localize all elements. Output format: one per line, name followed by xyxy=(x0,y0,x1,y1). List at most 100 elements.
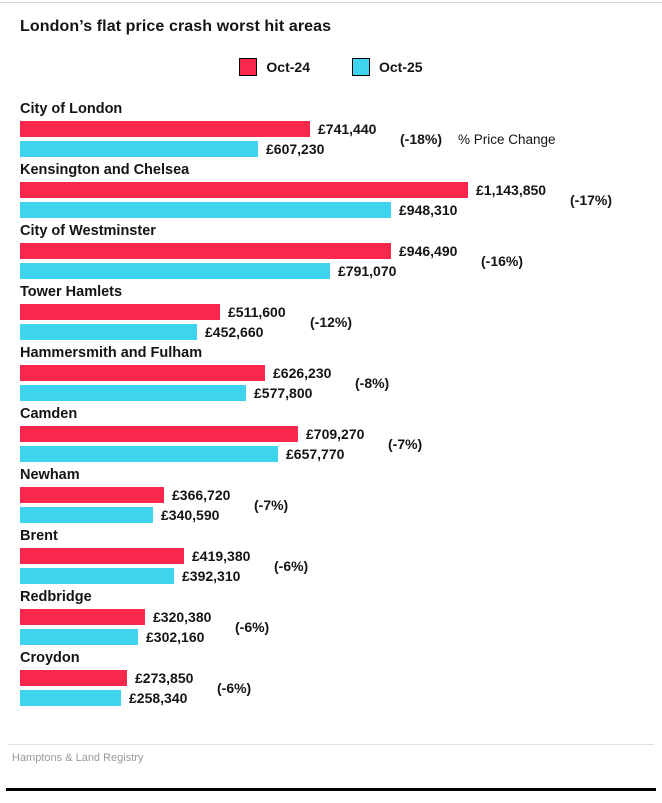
bar-oct-24 xyxy=(20,243,391,259)
bar-row: £258,340 xyxy=(20,690,642,706)
bar-oct-24 xyxy=(20,365,265,381)
bar-row: £1,143,850 xyxy=(20,182,642,198)
bar-oct-24 xyxy=(20,121,310,137)
bar-row: £366,720 xyxy=(20,487,642,503)
bar-value-label: £948,310 xyxy=(399,202,458,218)
bottom-rule xyxy=(6,788,656,791)
bar-row: £340,590 xyxy=(20,507,642,523)
bar-oct-24 xyxy=(20,609,145,625)
bar-row: £392,310 xyxy=(20,568,642,584)
pct-change-label: (-12%) xyxy=(310,314,353,330)
bar-oct-25 xyxy=(20,385,246,401)
bar-group: Tower Hamlets £511,600 £452,660 (-12%) xyxy=(20,283,642,340)
bar-value-label: £302,160 xyxy=(146,629,205,645)
category-label: Hammersmith and Fulham xyxy=(20,345,203,361)
bar-group: Brent £419,380 £392,310 (-6%) xyxy=(20,527,642,584)
bar-value-label: £340,590 xyxy=(161,507,220,523)
pct-change-label: (-6%) xyxy=(235,619,270,635)
bar-row: £320,380 xyxy=(20,609,642,625)
bar-oct-25 xyxy=(20,324,197,340)
bar-row: £419,380 xyxy=(20,548,642,564)
bar-value-label: £392,310 xyxy=(182,568,241,584)
bar-value-label: £419,380 xyxy=(192,548,251,564)
bar-value-label: £626,230 xyxy=(273,365,332,381)
bar-value-label: £607,230 xyxy=(266,141,325,157)
chart: City of London £741,440 £607,230 (-18%) % Pr… xyxy=(20,100,642,706)
category-label: City of London xyxy=(20,101,123,117)
category-label: Camden xyxy=(20,406,78,422)
bar-value-label: £452,660 xyxy=(205,324,264,340)
bar-value-label: £657,770 xyxy=(286,446,345,462)
bar-group: Hammersmith and Fulham £626,230 £577,800 (-… xyxy=(20,344,642,401)
legend-item-oct-24: Oct-24 xyxy=(239,58,310,76)
bar-value-label: £946,490 xyxy=(399,243,458,259)
bar-value-label: £577,800 xyxy=(254,385,313,401)
chart-title: London’s flat price crash worst hit area… xyxy=(20,18,332,35)
bar-oct-24 xyxy=(20,548,184,564)
category-label: Croydon xyxy=(20,650,80,666)
bar-oct-24 xyxy=(20,670,127,686)
legend-swatch-oct-25 xyxy=(352,58,370,76)
category-label: Brent xyxy=(20,528,58,544)
bar-row: £657,770 xyxy=(20,446,642,462)
bar-oct-24 xyxy=(20,304,220,320)
legend-label-oct-25: Oct-25 xyxy=(379,59,423,75)
bar-value-label: £791,070 xyxy=(338,263,397,279)
bar-row: £948,310 xyxy=(20,202,642,218)
bar-row: £273,850 xyxy=(20,670,642,686)
bar-oct-25 xyxy=(20,507,153,523)
pct-change-label: (-7%) xyxy=(254,497,289,513)
category-label: City of Westminster xyxy=(20,223,156,239)
bar-group: Newham £366,720 £340,590 (-7%) xyxy=(20,466,642,523)
bar-row: £302,160 xyxy=(20,629,642,645)
bar-row: £511,600 xyxy=(20,304,642,320)
bar-oct-25 xyxy=(20,141,258,157)
pct-change-label: (-6%) xyxy=(217,680,252,696)
bar-oct-25 xyxy=(20,568,174,584)
category-label: Newham xyxy=(20,467,80,483)
category-label: Redbridge xyxy=(20,589,92,605)
pct-change-label: (-7%) xyxy=(388,436,423,452)
bar-row: £607,230 xyxy=(20,141,642,157)
page: London’s flat price crash worst hit area… xyxy=(20,18,642,706)
bar-value-label: £511,600 xyxy=(228,304,286,320)
top-rule xyxy=(0,2,662,3)
bar-value-label: £258,340 xyxy=(129,690,188,706)
bar-row: £626,230 xyxy=(20,365,642,381)
pct-change-label: (-8%) xyxy=(355,375,390,391)
bar-value-label: £741,440 xyxy=(318,121,377,137)
bar-group: Redbridge £320,380 £302,160 (-6%) xyxy=(20,588,642,645)
legend: Oct-24 Oct-25 xyxy=(20,58,642,76)
bar-row: £741,440 xyxy=(20,121,642,137)
footer-rule xyxy=(8,744,654,745)
bar-value-label: £1,143,850 xyxy=(476,182,547,198)
bar-oct-24 xyxy=(20,182,468,198)
bar-oct-25 xyxy=(20,202,391,218)
bar-row: £946,490 xyxy=(20,243,642,259)
source-attribution: Hamptons & Land Registry xyxy=(12,752,144,764)
pct-change-label: (-6%) xyxy=(274,558,309,574)
pct-change-label: (-16%) xyxy=(481,253,524,269)
pct-change-label: (-17%) xyxy=(570,192,613,208)
bar-oct-24 xyxy=(20,426,298,442)
bar-group: Camden £709,270 £657,770 (-7%) xyxy=(20,405,642,462)
bar-group: City of London £741,440 £607,230 (-18%) % Pr… xyxy=(20,100,642,157)
pct-change-label: (-18%) xyxy=(400,131,443,147)
bar-group: City of Westminster £946,490 £791,070 (-16%… xyxy=(20,222,642,279)
category-label: Kensington and Chelsea xyxy=(20,162,190,178)
bar-oct-25 xyxy=(20,690,121,706)
bar-row: £577,800 xyxy=(20,385,642,401)
legend-label-oct-24: Oct-24 xyxy=(266,59,310,75)
bar-value-label: £320,380 xyxy=(153,609,212,625)
category-label: Tower Hamlets xyxy=(20,284,123,300)
pct-axis-label: % Price Change xyxy=(458,131,556,147)
bar-row: £791,070 xyxy=(20,263,642,279)
bar-value-label: £709,270 xyxy=(306,426,365,442)
bar-row: £452,660 xyxy=(20,324,642,340)
bar-oct-24 xyxy=(20,487,164,503)
bar-group: Kensington and Chelsea £1,143,850 £948,310… xyxy=(20,161,642,218)
legend-item-oct-25: Oct-25 xyxy=(352,58,423,76)
legend-swatch-oct-24 xyxy=(239,58,258,76)
bar-value-label: £366,720 xyxy=(172,487,231,503)
bar-oct-25 xyxy=(20,629,138,645)
